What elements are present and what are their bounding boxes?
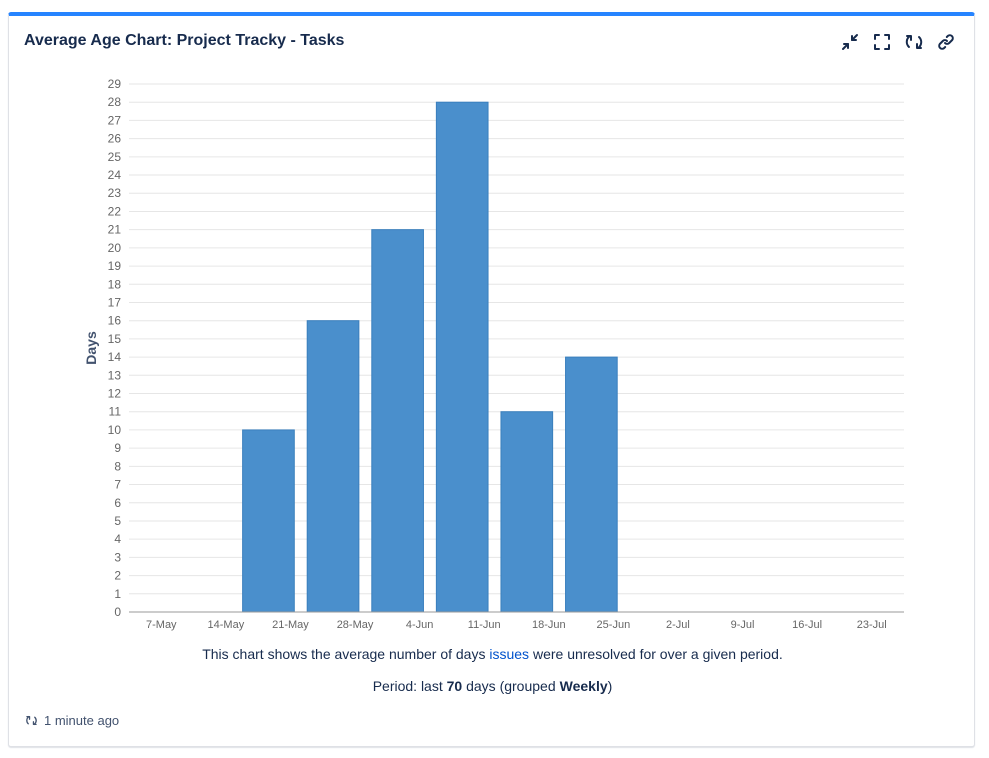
- y-tick-label: 24: [108, 168, 122, 182]
- y-tick-label: 15: [108, 332, 122, 346]
- y-tick-label: 18: [108, 277, 122, 291]
- gadget-toolbar: [838, 30, 958, 54]
- x-tick-label: 21-May: [272, 619, 309, 631]
- x-tick-label: 18-Jun: [532, 619, 566, 631]
- x-tick-label: 16-Jul: [792, 619, 822, 631]
- y-tick-label: 20: [108, 241, 122, 255]
- description-text-end: were unresolved for over a given period.: [532, 646, 783, 662]
- bar-28-May[interactable]: [306, 320, 360, 613]
- y-tick-label: 5: [114, 514, 121, 528]
- y-tick-label: 3: [114, 550, 121, 564]
- y-tick-label: 11: [109, 405, 122, 419]
- bar-4-Jun[interactable]: [371, 229, 424, 613]
- y-tick-label: 6: [114, 496, 121, 510]
- y-tick-label: 19: [108, 259, 122, 273]
- y-tick-label: 27: [108, 113, 122, 127]
- y-tick-label: 16: [108, 314, 122, 328]
- x-tick-label: 23-Jul: [857, 619, 887, 631]
- link-icon: [938, 34, 954, 50]
- period-label: Period: last: [372, 678, 443, 694]
- gadget-footer: 1 minute ago: [25, 713, 119, 728]
- bar-11-Jun[interactable]: [435, 101, 489, 613]
- y-tick-label: 7: [114, 478, 121, 492]
- description-text-start: This chart shows the average number of d…: [202, 646, 486, 662]
- fullscreen-icon: [874, 34, 890, 50]
- x-tick-label: 11-Jun: [468, 619, 501, 631]
- chart-description: This chart shows the average number of d…: [9, 646, 976, 662]
- bar-25-Jun[interactable]: [565, 356, 618, 613]
- x-tick-label: 9-Jul: [731, 619, 755, 631]
- y-tick-label: 0: [114, 605, 121, 619]
- refresh-icon: [26, 715, 37, 726]
- x-tick-label: 28-May: [337, 619, 374, 631]
- x-tick-label: 25-Jun: [597, 619, 631, 631]
- y-tick-label: 17: [108, 295, 122, 309]
- period-grouping: Weekly: [559, 678, 608, 694]
- y-tick-label: 28: [108, 95, 122, 109]
- minimize-button[interactable]: [838, 30, 862, 54]
- y-tick-labels: 0123456789101112131415161718192021222324…: [108, 77, 122, 619]
- refresh-button[interactable]: [902, 30, 926, 54]
- chart-period: Period: last 70 days (grouped Weekly): [9, 678, 976, 694]
- y-tick-label: 2: [114, 569, 121, 583]
- x-tick-label: 4-Jun: [406, 619, 434, 631]
- chart-svg: 0123456789101112131415161718192021222324…: [83, 77, 904, 631]
- y-tick-label: 9: [114, 441, 121, 455]
- gadget-header: Average Age Chart: Project Tracky - Task…: [9, 16, 974, 66]
- x-tick-label: 7-May: [146, 619, 177, 631]
- y-tick-label: 14: [108, 350, 122, 364]
- y-tick-label: 22: [108, 204, 122, 218]
- y-tick-label: 26: [108, 132, 122, 146]
- gadget-title: Average Age Chart: Project Tracky - Task…: [24, 32, 345, 49]
- x-tick-label: 2-Jul: [666, 619, 690, 631]
- y-tick-label: 4: [114, 532, 121, 546]
- bar-18-Jun[interactable]: [500, 411, 554, 613]
- y-tick-label: 25: [108, 150, 122, 164]
- y-tick-label: 23: [108, 186, 122, 200]
- issues-link[interactable]: issues: [489, 646, 530, 662]
- y-tick-label: 10: [108, 423, 122, 437]
- period-days: 70: [446, 678, 463, 694]
- average-age-chart: 0 1 2 3 4 5 6 7 8 9 10 11 12 13 14 15 16 17 18 19 20 21 22 23 24…: [9, 66, 976, 646]
- bars: [242, 101, 618, 613]
- x-tick-label: 14-May: [208, 619, 245, 631]
- y-tick-label: 21: [108, 223, 122, 237]
- minimize-icon: [842, 34, 858, 50]
- y-tick-label: 29: [108, 77, 122, 91]
- y-tick-label: 8: [114, 459, 121, 473]
- y-axis-label: Days: [83, 331, 99, 365]
- last-updated-text: 1 minute ago: [44, 713, 120, 728]
- x-tick-labels: 7-May 14-May 21-May 28-May 4-Jun 11-Jun 18-Jun…: [146, 619, 887, 631]
- refresh-icon: [905, 35, 923, 49]
- fullscreen-button[interactable]: [870, 30, 894, 54]
- average-age-gadget: Average Age Chart: Project Tracky - Task…: [8, 12, 975, 747]
- y-tick-label: 13: [108, 368, 122, 382]
- link-button[interactable]: [934, 30, 958, 54]
- period-close: ): [607, 678, 613, 694]
- bar-21-May[interactable]: [242, 429, 295, 613]
- y-tick-label: 12: [108, 387, 122, 401]
- period-grouped-label: days (grouped: [466, 678, 556, 694]
- y-tick-label: 1: [114, 587, 121, 601]
